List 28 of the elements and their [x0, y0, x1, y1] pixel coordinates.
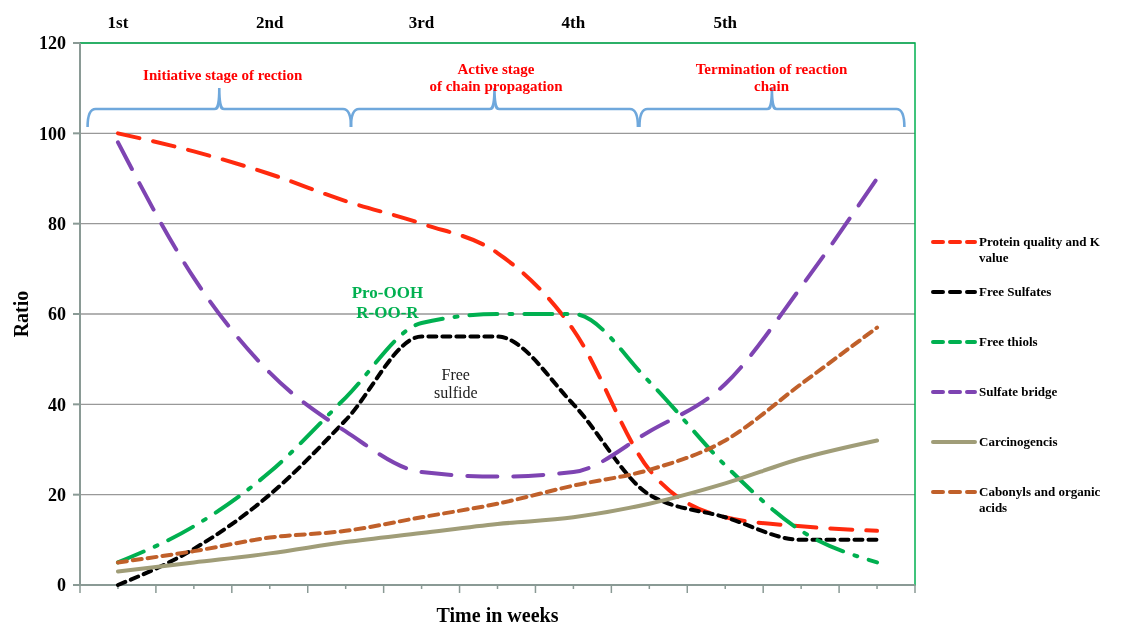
annotation: Termination of reaction chain: [695, 61, 849, 95]
y-tick-label: 60: [48, 304, 66, 325]
annotation: Active stage of chain propagation: [429, 61, 564, 95]
x-axis-title: Time in weeks: [436, 604, 559, 626]
annotation: Free sulfide: [433, 366, 478, 402]
y-tick-label: 20: [48, 484, 66, 505]
annotation: Initiative stage of rection: [143, 67, 303, 83]
x-tick-label: 1st: [107, 13, 129, 32]
y-tick-label: 80: [48, 213, 66, 234]
x-tick-label: 5th: [713, 13, 738, 32]
y-tick-label: 100: [39, 123, 66, 144]
x-tick-label: 2nd: [256, 13, 285, 32]
legend-label: Cabonyls and organic acids: [979, 484, 1101, 515]
y-tick-label: 40: [48, 394, 66, 415]
legend-label: Free Sulfates: [979, 284, 1052, 299]
x-tick-label: 3rd: [408, 13, 435, 32]
y-tick-label: 0: [57, 575, 66, 596]
legend-label: Protein quality and K value: [979, 234, 1101, 265]
line-series: [115, 131, 880, 533]
line-series: [115, 438, 880, 574]
line-series: [115, 140, 880, 479]
legend-label: Carcinogencis: [979, 434, 1058, 449]
annotation: Pro-OOH R-OO-R: [351, 283, 424, 322]
y-tick-label: 120: [39, 33, 66, 54]
x-tick-label: 4th: [561, 13, 586, 32]
legend-label: Free thiols: [979, 334, 1038, 349]
y-axis-title: Ratio: [10, 290, 32, 338]
legend-label: Sulfate bridge: [979, 384, 1058, 399]
